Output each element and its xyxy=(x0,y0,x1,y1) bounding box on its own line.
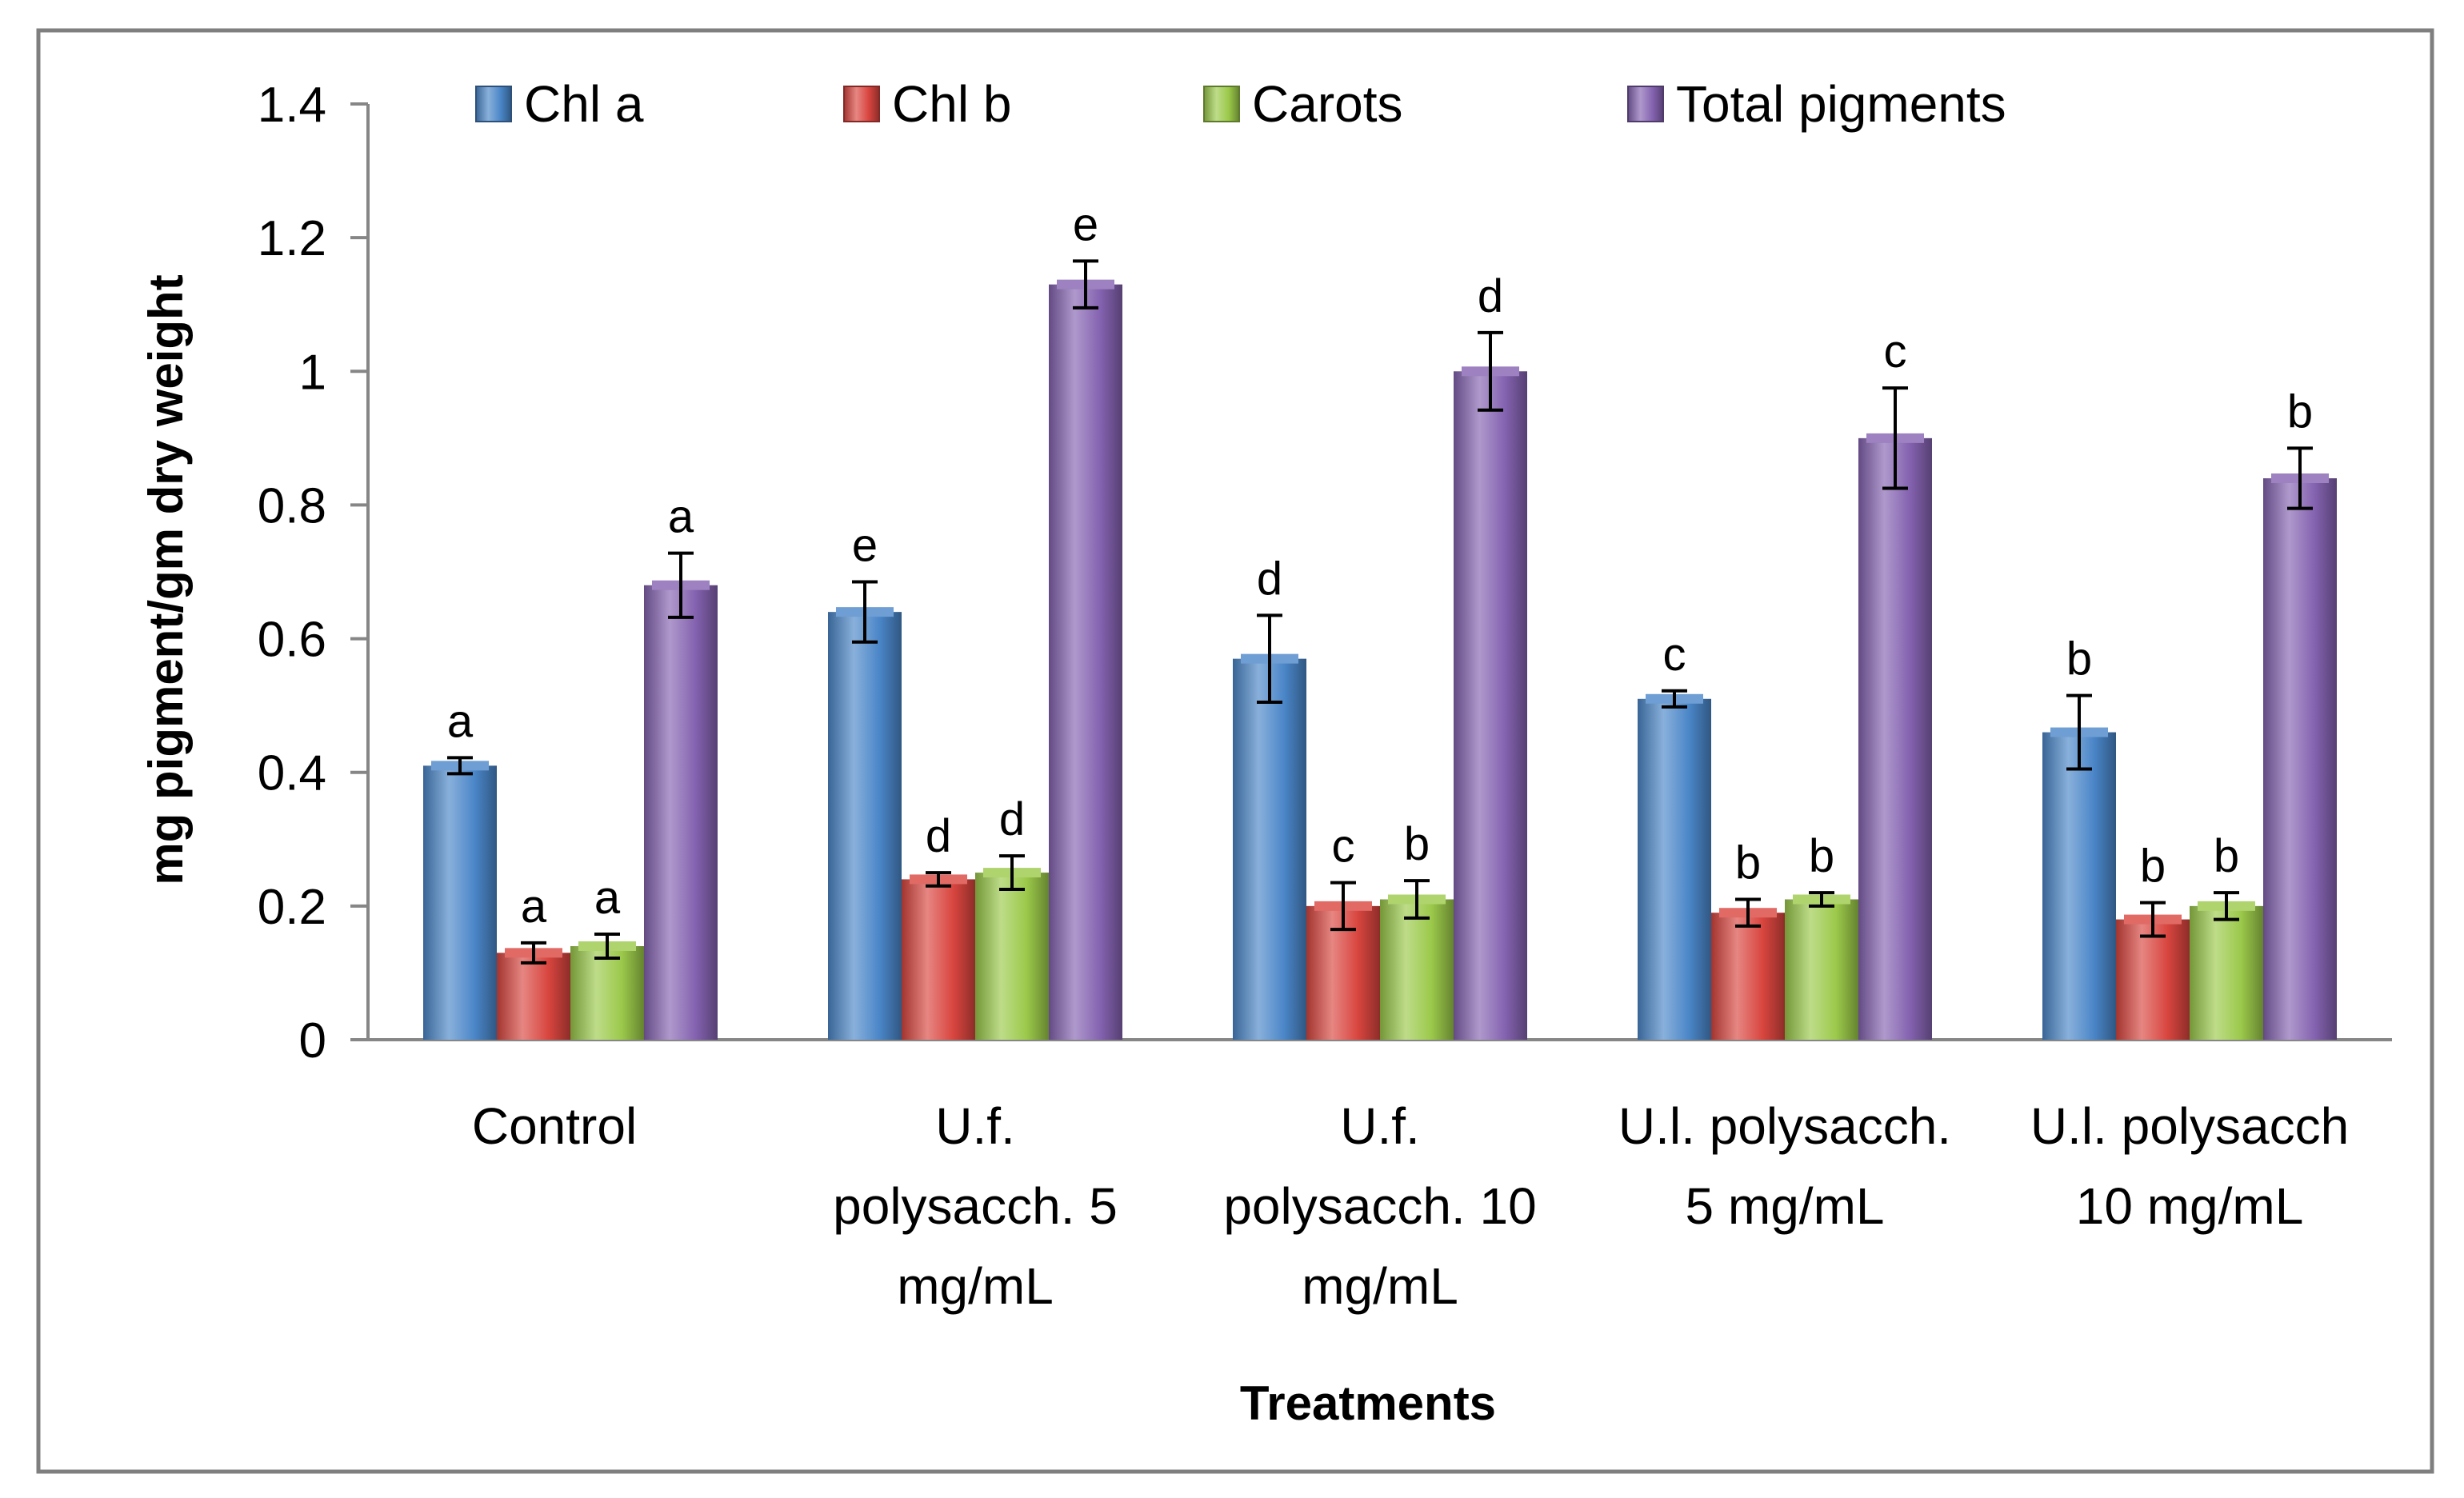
bar-chl-a xyxy=(423,765,497,1040)
category-label-line: U.l. polysacch. xyxy=(1618,1097,1951,1155)
y-tick-label: 0.4 xyxy=(258,746,326,801)
bar-chl-b xyxy=(1711,913,1785,1040)
bar-total-pigments xyxy=(1858,437,1932,1040)
significance-letter: e xyxy=(1073,198,1098,250)
significance-letter: b xyxy=(2287,385,2313,437)
significance-letter: c xyxy=(1663,629,1686,681)
bar-chl-b xyxy=(497,953,570,1040)
significance-letter: a xyxy=(594,872,621,924)
significance-letter: a xyxy=(521,881,547,933)
bar-chl-b xyxy=(2116,919,2190,1040)
category-label-line: U.f. xyxy=(935,1097,1015,1155)
bar-chl-a xyxy=(1233,658,1306,1040)
y-tick-label: 0.8 xyxy=(258,478,326,533)
category-label: U.f. polysacch. 5 mg/mL xyxy=(833,1097,1118,1315)
significance-letter: a xyxy=(668,491,694,543)
y-tick-label: 0 xyxy=(299,1013,326,1069)
y-tick-label: 1 xyxy=(299,345,326,400)
category-label-line: polysacch. 10 xyxy=(1223,1177,1536,1235)
y-tick-label: 0.2 xyxy=(258,880,326,935)
legend-label: Total pigments xyxy=(1676,75,2006,133)
bar-carots xyxy=(1380,899,1454,1040)
significance-letter: b xyxy=(2214,830,2239,882)
category-label-line: U.l. polysacch xyxy=(2030,1097,2349,1155)
category-label-line: Control xyxy=(472,1097,637,1155)
bars xyxy=(423,279,2337,1041)
y-tick-label: 0.6 xyxy=(258,613,326,668)
legend-swatch xyxy=(1627,86,1664,122)
category-label-line: mg/mL xyxy=(1302,1257,1458,1315)
bar-carots xyxy=(1785,899,1858,1040)
legend-swatch xyxy=(1203,86,1240,122)
category-label: U.f. polysacch. 10 mg/mL xyxy=(1223,1097,1536,1315)
significance-letter: d xyxy=(999,793,1025,845)
y-axis-title: mg pigment/gm dry weight xyxy=(139,274,193,885)
bar-total-pigments xyxy=(644,585,718,1040)
significance-letter: b xyxy=(1809,830,1834,882)
significance-letter: b xyxy=(2140,841,2166,893)
significance-letter: c xyxy=(1884,326,1907,377)
significance-letter: c xyxy=(1332,821,1355,873)
legend-label: Chl a xyxy=(524,75,644,133)
legend-label: Chl b xyxy=(892,75,1011,133)
bar-chl-a xyxy=(1638,698,1711,1040)
significance-letter: d xyxy=(1257,553,1282,605)
bar-total-pigments xyxy=(1049,284,1122,1041)
bar-carots xyxy=(570,946,644,1040)
significance-letter: a xyxy=(447,695,474,747)
bar-carots xyxy=(975,873,1049,1040)
category-label-line: 10 mg/mL xyxy=(2076,1177,2304,1235)
bar-chl-a xyxy=(2042,732,2116,1040)
significance-letter: b xyxy=(1735,837,1761,889)
category-label: U.l. polysacch. 5 mg/mL xyxy=(1618,1097,1951,1235)
y-ticks: 0 0.2 0.4 0.6 0.8 1 1.2 1.4 xyxy=(258,78,368,1069)
legend-swatch xyxy=(475,86,512,122)
bar-carots xyxy=(2190,905,2263,1040)
category-labels: Control U.f. polysacch. 5 mg/mL U.f. polysacc… xyxy=(472,1097,2349,1315)
bar-total-pigments xyxy=(1454,371,1527,1040)
legend: Chl a Chl b Carots Total pigments xyxy=(475,75,2006,133)
category-label-line: mg/mL xyxy=(897,1257,1054,1315)
legend-swatch xyxy=(843,86,880,122)
significance-letter: d xyxy=(926,810,951,862)
category-label-line: 5 mg/mL xyxy=(1686,1177,1885,1235)
bar-chl-a xyxy=(828,612,902,1040)
significance-letter: b xyxy=(1404,818,1430,870)
y-tick-label: 1.4 xyxy=(258,78,326,133)
x-axis-title: Treatments xyxy=(1240,1376,1496,1430)
y-tick-label: 1.2 xyxy=(258,211,326,266)
category-label-line: polysacch. 5 xyxy=(833,1177,1118,1235)
bar-total-pigments xyxy=(2263,478,2337,1040)
category-label: U.l. polysacch 10 mg/mL xyxy=(2030,1097,2349,1235)
significance-letter: d xyxy=(1478,270,1503,322)
legend-label: Carots xyxy=(1252,75,1403,133)
bar-chl-b xyxy=(902,879,975,1040)
category-label-line: U.f. xyxy=(1340,1097,1420,1155)
error-bars xyxy=(447,259,2313,965)
significance-letter: b xyxy=(2066,633,2092,685)
significance-letter: e xyxy=(852,520,878,572)
category-label: Control xyxy=(472,1097,637,1155)
